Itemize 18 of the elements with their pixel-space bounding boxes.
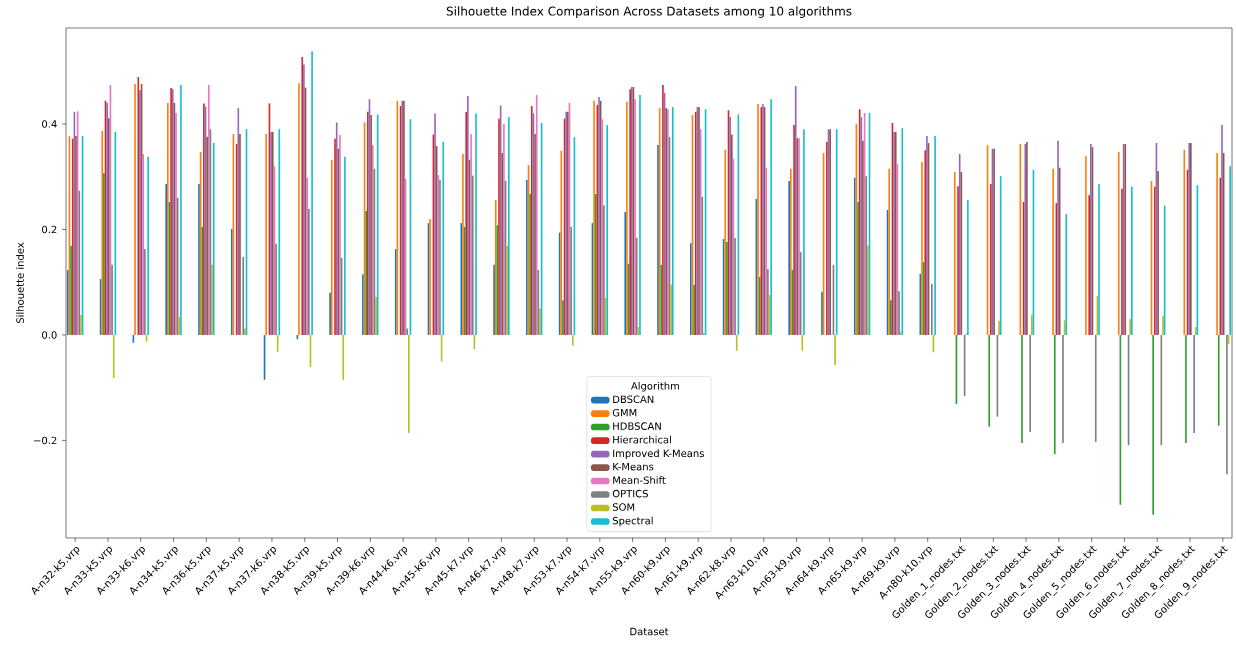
legend-label: SOM: [612, 503, 635, 511]
chart-title: Silhouette Index Comparison Across Datasets among 10 algorithms: [446, 6, 852, 18]
y-axis-title: Silhouette index: [16, 242, 24, 324]
legend-label: GMM: [612, 408, 637, 417]
legend-title: Algorithm: [630, 381, 680, 392]
legend-label: Spectral: [612, 516, 653, 527]
y-tick-label: 0.0: [42, 331, 57, 339]
legend-label: Hierarchical: [613, 435, 671, 444]
y-tick-label: −0.2: [34, 436, 57, 445]
legend-label: K-Means: [613, 462, 654, 471]
y-tick-label: 0.4: [42, 120, 57, 128]
legend-label: DBSCAN: [613, 395, 654, 404]
y-tick-label: 0.2: [42, 225, 57, 234]
legend-label: HDBSCAN: [613, 422, 661, 430]
legend-label: OPTICS: [612, 489, 648, 498]
x-axis-title: Dataset: [630, 627, 669, 636]
legend-label: Improved K-Means: [613, 449, 704, 460]
legend-label: Mean-Shift: [613, 476, 666, 484]
